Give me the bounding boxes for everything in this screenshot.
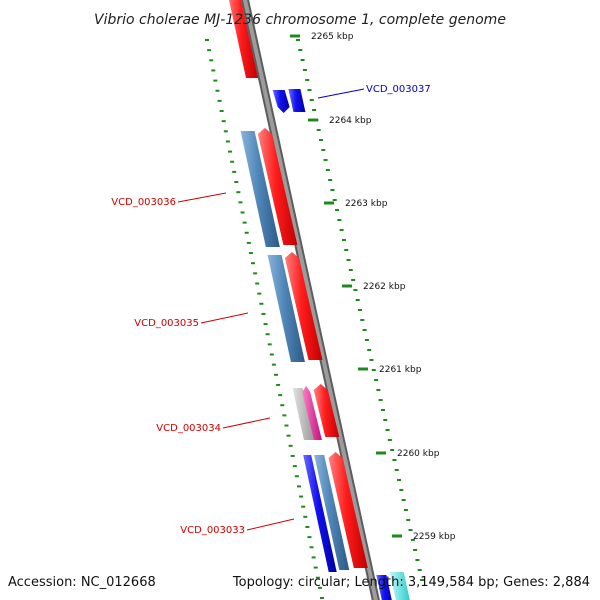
gene-red-vcd003033 bbox=[328, 452, 368, 568]
genome-summary-text: Topology: circular; Length: 3,149,584 bp… bbox=[232, 575, 590, 590]
gene-label: VCD_003035 bbox=[134, 318, 199, 329]
map-title: Vibrio cholerae MJ-1236 chromosome 1, co… bbox=[94, 12, 506, 28]
gene-blue-vcd003037-b bbox=[288, 89, 306, 112]
gene-red-top bbox=[229, 0, 259, 78]
gene-features bbox=[205, 0, 424, 600]
gene-label-leader bbox=[200, 312, 249, 324]
kbp-tick-label: 2260 kbp bbox=[397, 449, 440, 459]
kbp-ticks: 2265 kbp 2264 kbp 2263 kbp 2262 kbp 2261 kbp… bbox=[290, 32, 456, 542]
kbp-tick-label: 2265 kbp bbox=[311, 32, 354, 42]
feature-steel-3 bbox=[314, 455, 350, 570]
kbp-tick-label: 2261 kbp bbox=[379, 365, 422, 375]
feature-gray-1 bbox=[292, 388, 314, 440]
gene-red-vcd003035 bbox=[284, 252, 323, 360]
feature-steel-2 bbox=[267, 255, 305, 362]
gene-label-leader bbox=[177, 192, 227, 203]
gene-blue-vcd003037-a bbox=[272, 90, 290, 113]
feature-cyan-bottom bbox=[389, 572, 410, 600]
feature-steel-1 bbox=[240, 131, 280, 247]
gene-label: VCD_003036 bbox=[111, 197, 176, 208]
gene-label-leader bbox=[222, 417, 271, 429]
gene-red-vcd003036 bbox=[257, 128, 298, 245]
gene-blue-bottom bbox=[376, 575, 392, 600]
gene-label: VCD_003033 bbox=[180, 525, 245, 536]
inner-dotted-ring bbox=[205, 39, 324, 599]
kbp-tick-label: 2264 kbp bbox=[329, 116, 372, 126]
gene-label-leaders: VCD_003037 VCD_003036 VCD_003035 VCD_003034… bbox=[111, 84, 430, 536]
gene-label-leader bbox=[317, 88, 365, 99]
accession-text: Accession: NC_012668 bbox=[8, 575, 156, 590]
feature-magenta-1 bbox=[302, 386, 322, 440]
gene-label: VCD_003034 bbox=[156, 423, 221, 434]
kbp-tick-label: 2259 kbp bbox=[413, 532, 456, 542]
gene-label: VCD_003037 bbox=[366, 84, 431, 95]
kbp-tick-label: 2262 kbp bbox=[363, 282, 406, 292]
chromosome-backbone bbox=[242, 0, 378, 600]
kbp-tick-label: 2263 kbp bbox=[345, 199, 388, 209]
gene-label-leader bbox=[246, 518, 295, 531]
feature-blue-vcd003033 bbox=[303, 455, 337, 572]
gene-red-vcd003034 bbox=[313, 384, 340, 437]
